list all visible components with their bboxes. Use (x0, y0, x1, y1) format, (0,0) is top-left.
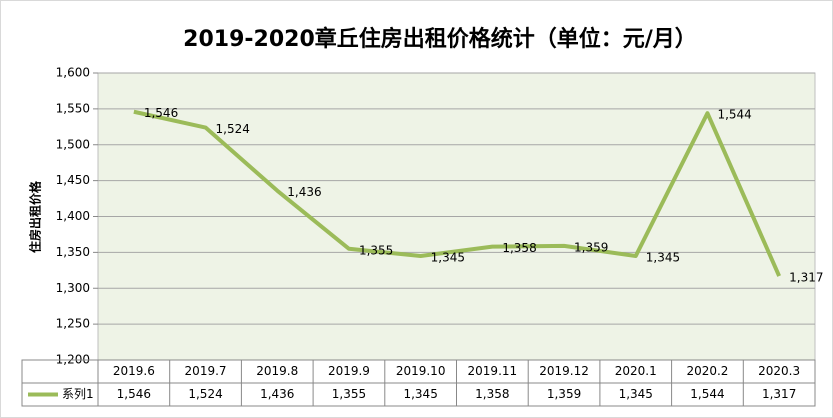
table-value: 1,544 (690, 387, 724, 401)
table-value: 1,359 (547, 387, 581, 401)
data-label: 1,436 (287, 185, 321, 199)
x-tick-label: 2020.2 (686, 364, 728, 378)
y-tick-label: 1,500 (56, 137, 90, 151)
table-value: 1,524 (188, 387, 222, 401)
table-value: 1,436 (260, 387, 294, 401)
y-tick-label: 1,300 (56, 281, 90, 295)
table-value: 1,358 (475, 387, 509, 401)
data-label: 1,317 (789, 271, 823, 285)
line-series (133, 109, 781, 277)
x-tick-label: 2019.11 (468, 364, 518, 378)
y-tick-label: 1,450 (56, 173, 90, 187)
y-tick-label: 1,400 (56, 209, 90, 223)
table-value: 1,317 (762, 387, 796, 401)
data-label: 1,345 (646, 250, 680, 264)
data-label: 1,345 (431, 250, 465, 264)
legend-label: 系列1 (62, 387, 94, 401)
y-axis-label: 住房出租价格 (28, 180, 43, 253)
table-value: 1,345 (619, 387, 653, 401)
x-tick-label: 2019.8 (256, 364, 298, 378)
data-label: 1,355 (359, 243, 393, 257)
y-tick-label: 1,250 (56, 317, 90, 331)
table-value: 1,546 (117, 387, 151, 401)
x-tick-label: 2020.1 (615, 364, 657, 378)
data-label: 1,359 (574, 240, 608, 254)
x-tick-label: 2019.7 (185, 364, 227, 378)
data-label: 1,358 (502, 241, 536, 255)
table-value: 1,345 (403, 387, 437, 401)
data-label: 1,546 (144, 106, 178, 120)
x-tick-label: 2020.3 (758, 364, 800, 378)
x-tick-label: 2019.9 (328, 364, 370, 378)
chart-title: 2019-2020章丘住房出租价格统计（单位：元/月） (183, 26, 697, 52)
y-tick-label: 1,350 (56, 245, 90, 259)
y-tick-label: 1,600 (56, 66, 90, 80)
x-tick-label: 2019.12 (539, 364, 589, 378)
data-label: 1,524 (216, 122, 250, 136)
data-label: 1,544 (717, 108, 751, 122)
x-tick-label: 2019.10 (396, 364, 446, 378)
table-value: 1,355 (332, 387, 366, 401)
x-tick-label: 2019.6 (113, 364, 155, 378)
y-tick-label: 1,550 (56, 101, 90, 115)
